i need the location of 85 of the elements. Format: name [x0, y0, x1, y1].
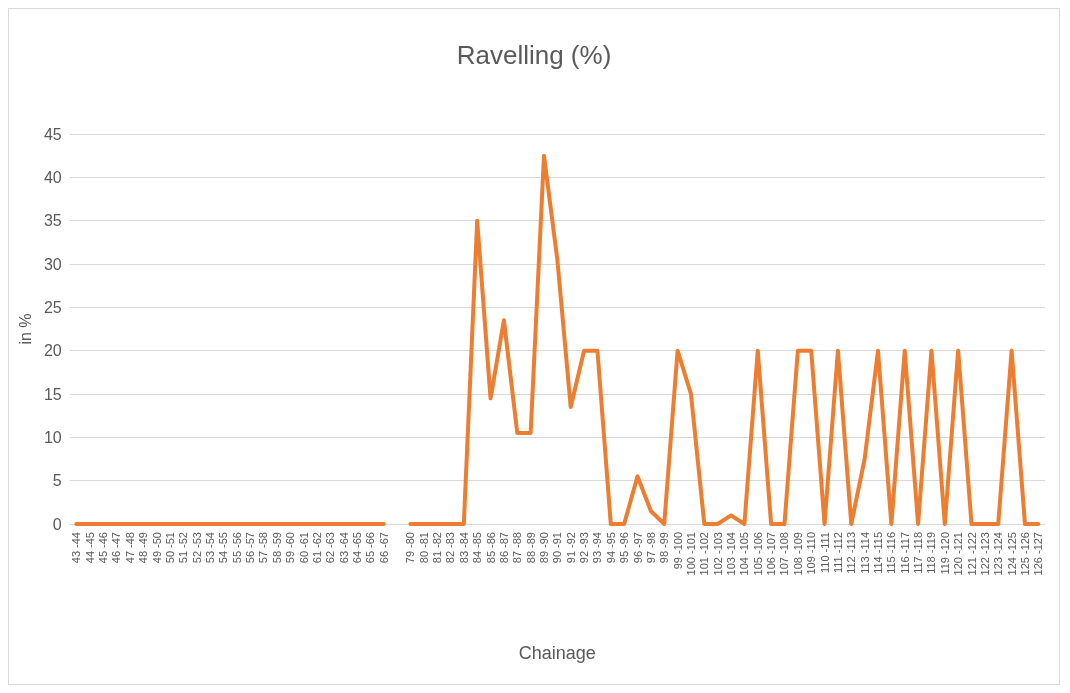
x-tick-label: 83 -84 [457, 532, 470, 564]
x-tick-label: 92 -93 [578, 532, 591, 564]
x-tick-label: 48 -49 [137, 532, 150, 564]
x-tick-label: 124 -125 [1005, 532, 1018, 576]
x-tick-label: 84 -85 [471, 532, 484, 564]
x-tick-label: 65 -66 [364, 532, 377, 564]
x-tick-label: 99 -100 [671, 532, 684, 570]
x-tick-label: 43 -44 [70, 532, 83, 564]
x-tick-label: 119 -120 [938, 532, 951, 575]
x-tick-label: 88 -89 [524, 532, 537, 564]
y-tick-label: 20 [43, 342, 62, 360]
x-tick-label: 125 -126 [1018, 532, 1031, 576]
x-tick-label: 50 -51 [163, 532, 176, 564]
x-tick-label: 97 -98 [644, 532, 657, 564]
y-tick-label: 40 [43, 168, 62, 186]
x-tick-label: 55 -56 [230, 532, 243, 564]
x-tick-label: 102 -103 [711, 532, 724, 576]
x-tick-label: 116 -117 [898, 532, 911, 574]
x-tick-label: 51 -52 [177, 532, 190, 564]
x-tick-label: 58 -59 [270, 532, 283, 564]
x-tick-label: 49 -50 [150, 532, 163, 564]
x-tick-label: 123 -124 [992, 532, 1005, 576]
x-tick-label: 80 -81 [417, 532, 430, 564]
x-tick-label: 110 -111 [818, 532, 831, 573]
y-tick-label: 45 [43, 125, 62, 143]
x-tick-label: 114 -115 [872, 532, 884, 574]
x-axis-title: Chainage [518, 643, 596, 663]
x-tick-label: 57 -58 [257, 532, 270, 564]
y-tick-label: 10 [43, 428, 62, 446]
x-tick-label: 93 -94 [591, 532, 604, 564]
y-tick-label: 15 [43, 385, 62, 403]
x-tick-label: 117 -118 [912, 532, 925, 574]
x-tick-label: 115 -116 [885, 532, 898, 574]
x-tick-label: 87 -88 [511, 532, 524, 564]
x-tick-label: 64 -65 [350, 532, 363, 564]
x-tick-label: 79 -80 [404, 532, 417, 564]
x-tick-label: 44 -45 [83, 532, 96, 564]
x-tick-label: 111 -112 [831, 532, 844, 573]
x-tick-label: 86 -87 [497, 532, 510, 564]
x-tick-label: 121 -122 [965, 532, 978, 576]
x-tick-label: 120 -121 [952, 532, 965, 576]
x-tick-label: 91 -92 [564, 532, 577, 564]
x-tick-label: 104 -105 [738, 532, 751, 576]
x-tick-label: 105 -106 [751, 532, 764, 576]
x-tick-label: 66 -67 [377, 532, 390, 564]
x-tick-label: 81 -82 [431, 532, 444, 564]
y-tick-label: 35 [43, 212, 62, 230]
y-axis-title: in % [16, 313, 34, 345]
x-tick-label: 53 -54 [203, 532, 216, 564]
x-tick-label: 61 -62 [310, 532, 323, 564]
x-tick-label: 45 -46 [97, 532, 110, 564]
x-tick-label: 98 -99 [658, 532, 671, 564]
y-tick-label: 5 [52, 472, 62, 490]
x-tick-label: 122 -123 [978, 532, 991, 576]
x-tick-label: 101 -102 [698, 532, 711, 576]
y-tick-label: 30 [43, 255, 62, 273]
x-tick-label: 95 -96 [618, 532, 631, 564]
x-tick-label: 106 -107 [765, 532, 778, 576]
x-tick-label: 54 -55 [217, 532, 230, 564]
x-tick-label: 90 -91 [551, 532, 564, 564]
x-tick-label: 108 -109 [791, 532, 804, 576]
x-tick-label: 113 -114 [858, 532, 871, 574]
x-tick-label: 100 -101 [684, 532, 697, 576]
x-tick-label: 103 -104 [725, 532, 738, 576]
x-tick-label: 126 -127 [1032, 532, 1045, 576]
x-tick-label: 47 -48 [123, 532, 136, 564]
x-tick-label: 82 -83 [444, 532, 457, 564]
x-tick-label: 85 -86 [484, 532, 497, 564]
x-tick-label: 52 -53 [190, 532, 203, 564]
x-tick-label: 46 -47 [110, 532, 123, 564]
x-tick-label: 56 -57 [244, 532, 257, 564]
x-tick-label: 62 -63 [324, 532, 337, 564]
x-tick-label: 63 -64 [337, 532, 350, 564]
y-tick-label: 25 [43, 298, 62, 316]
x-tick-label: 94 -95 [604, 532, 617, 564]
x-tick-label: 118 -119 [925, 532, 938, 574]
x-tick-label: 96 -97 [631, 532, 644, 564]
x-tick-label: 109 -110 [805, 532, 818, 575]
x-tick-label: 112 -113 [845, 532, 858, 574]
x-tick-label: 60 -61 [297, 532, 310, 564]
x-tick-label: 107 -108 [778, 532, 791, 576]
y-tick-label: 0 [52, 515, 62, 533]
x-tick-label: 89 -90 [537, 532, 550, 564]
x-tick-label: 59 -60 [284, 532, 297, 564]
chart-title: Ravelling (%) [456, 40, 612, 70]
